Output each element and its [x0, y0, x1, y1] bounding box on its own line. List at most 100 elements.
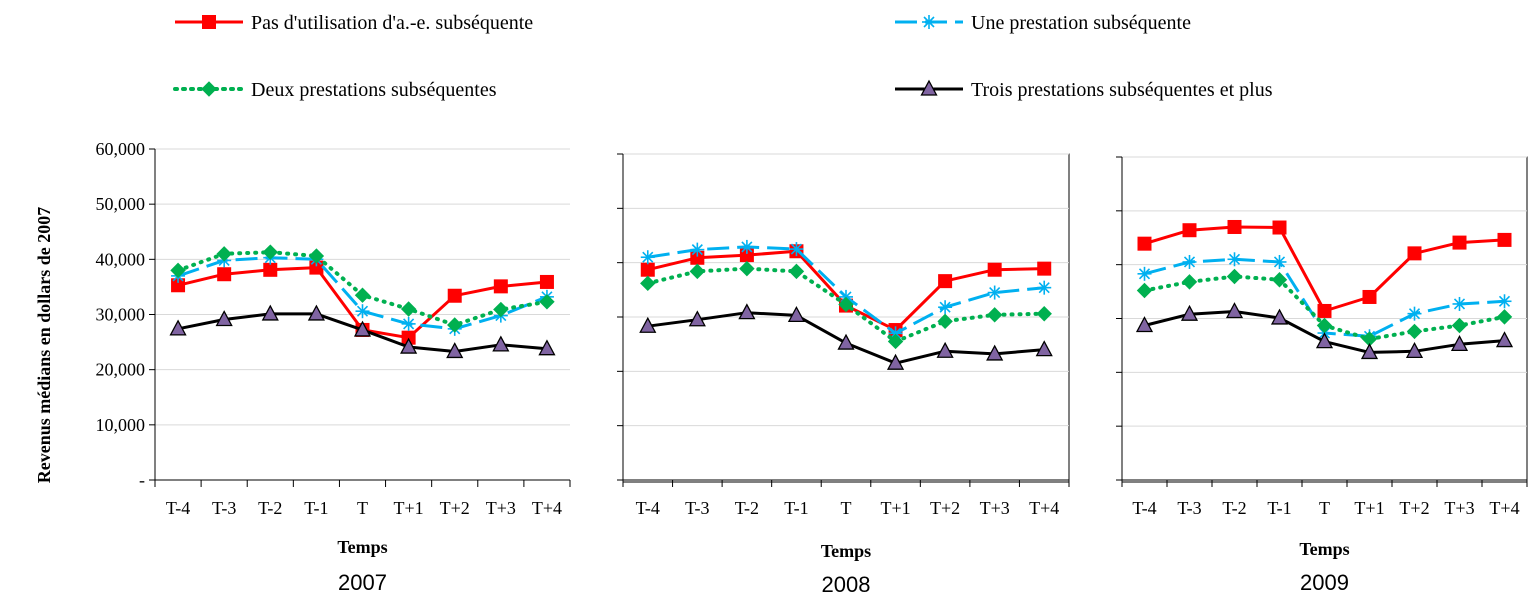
x-tick-label: T+4	[1489, 498, 1519, 518]
x-tick-label: T-1	[304, 498, 328, 518]
x-axis-title: Temps	[821, 541, 871, 561]
data-point-two	[447, 317, 463, 333]
series-three	[169, 304, 556, 359]
data-point-none	[1452, 235, 1467, 250]
data-point-two	[1226, 268, 1243, 285]
data-point-two	[308, 248, 325, 264]
series-two	[1136, 268, 1513, 347]
panel-2007: - 10,000 20,000 30,000 40,000 50,000 60,000 T-4…	[96, 139, 571, 595]
data-point-three	[492, 335, 510, 352]
y-tick-label: 20,000	[96, 360, 146, 380]
legend-entry-none: Pas d'utilisation d'a.-e. subséquente	[175, 12, 533, 34]
data-point-one	[355, 304, 370, 319]
x-tick-label: T-2	[735, 498, 759, 518]
data-point-three	[1495, 331, 1514, 348]
data-point-three	[538, 339, 556, 356]
data-point-one	[987, 285, 1002, 300]
data-point-two	[400, 301, 417, 317]
data-point-one	[739, 239, 754, 254]
data-point-three	[400, 337, 418, 354]
data-point-three	[215, 310, 233, 327]
series-three	[639, 303, 1053, 370]
x-tick-label: T-3	[1177, 498, 1201, 518]
data-point-two	[539, 294, 555, 310]
data-point-two	[1451, 317, 1468, 334]
data-point-three	[1270, 308, 1289, 325]
x-tick-label: T	[841, 498, 852, 518]
x-tick-label: T-3	[685, 498, 709, 518]
data-point-three	[688, 310, 706, 327]
data-point-two	[937, 313, 953, 330]
data-point-none	[640, 262, 655, 277]
x-tick-label: T+1	[394, 498, 424, 518]
y-tick-label: 30,000	[96, 305, 146, 325]
x-tick-label: T+2	[440, 498, 470, 518]
panel-2009: T-4 T-3 T-2 T-1 T T+1 T+2 T+3 T+4 Temps 2009	[1116, 156, 1528, 595]
data-point-two	[354, 287, 371, 303]
x-tick-label: T+2	[930, 498, 960, 518]
legend: Pas d'utilisation d'a.-e. subséquente Une…	[173, 12, 1273, 101]
data-point-two	[887, 333, 904, 350]
data-point-none	[493, 279, 508, 294]
panel-title: 2009	[1300, 570, 1349, 595]
data-point-two	[170, 262, 186, 279]
data-point-none	[263, 262, 278, 277]
data-point-two	[1406, 323, 1423, 340]
y-tick-label: 40,000	[96, 249, 146, 269]
legend-label-none: Pas d'utilisation d'a.-e. subséquente	[251, 12, 533, 34]
data-point-three	[1225, 302, 1244, 319]
data-point-none	[1272, 220, 1287, 235]
y-axis-title: Revenus médians en dollars de 2007	[34, 207, 54, 484]
data-point-none	[1407, 246, 1422, 261]
data-point-three	[639, 316, 657, 333]
data-point-one	[1227, 252, 1242, 267]
legend-label-three: Trois prestations subséquentes et plus	[971, 79, 1273, 101]
data-point-none	[938, 274, 953, 289]
series-two	[170, 244, 555, 333]
data-point-two	[640, 275, 656, 292]
data-point-none	[1497, 232, 1512, 247]
data-point-one	[1497, 294, 1512, 309]
data-point-one	[690, 242, 705, 257]
legend-label-two: Deux prestations subséquentes	[251, 79, 497, 101]
data-point-three	[886, 353, 905, 370]
data-point-three	[261, 304, 279, 321]
data-point-none	[1227, 219, 1242, 234]
data-point-none	[217, 267, 232, 282]
x-axis-title: Temps	[337, 537, 387, 557]
x-tick-label: T-4	[166, 498, 190, 518]
data-point-three	[353, 320, 372, 337]
data-point-three	[1360, 343, 1379, 360]
series-three	[1135, 302, 1514, 360]
data-point-one	[1037, 280, 1052, 295]
data-point-three	[1180, 304, 1199, 321]
data-point-three	[738, 303, 756, 320]
data-point-none	[987, 262, 1002, 277]
data-point-three	[787, 305, 806, 323]
series-two	[640, 260, 1052, 350]
data-point-two	[1271, 272, 1288, 288]
data-point-none	[1037, 261, 1052, 276]
data-point-two	[493, 301, 509, 318]
x-tick-label: T-4	[1132, 498, 1156, 518]
data-point-two	[262, 244, 278, 260]
data-point-one	[789, 242, 804, 257]
data-point-one	[1452, 296, 1467, 311]
data-point-two	[739, 260, 755, 277]
data-point-three	[1135, 316, 1154, 333]
data-point-two	[838, 296, 854, 313]
legend-marker-none	[202, 15, 216, 29]
panel-2008: T-4 T-3 T-2 T-1 T T+1 T+2 T+3 T+4 Temps 2008	[617, 153, 1070, 597]
legend-marker-three	[920, 79, 938, 96]
data-point-three	[936, 341, 954, 358]
data-point-three	[446, 342, 464, 359]
series-line-none	[1144, 225, 1505, 313]
x-tick-label: T+1	[880, 498, 910, 518]
data-point-none	[1182, 223, 1197, 238]
x-tick-label: T-1	[1267, 498, 1291, 518]
y-tick-label: -	[139, 470, 145, 490]
data-point-three	[1315, 332, 1334, 349]
data-point-three	[837, 333, 855, 350]
data-point-one	[1272, 254, 1287, 269]
panel-frame	[622, 153, 1070, 483]
